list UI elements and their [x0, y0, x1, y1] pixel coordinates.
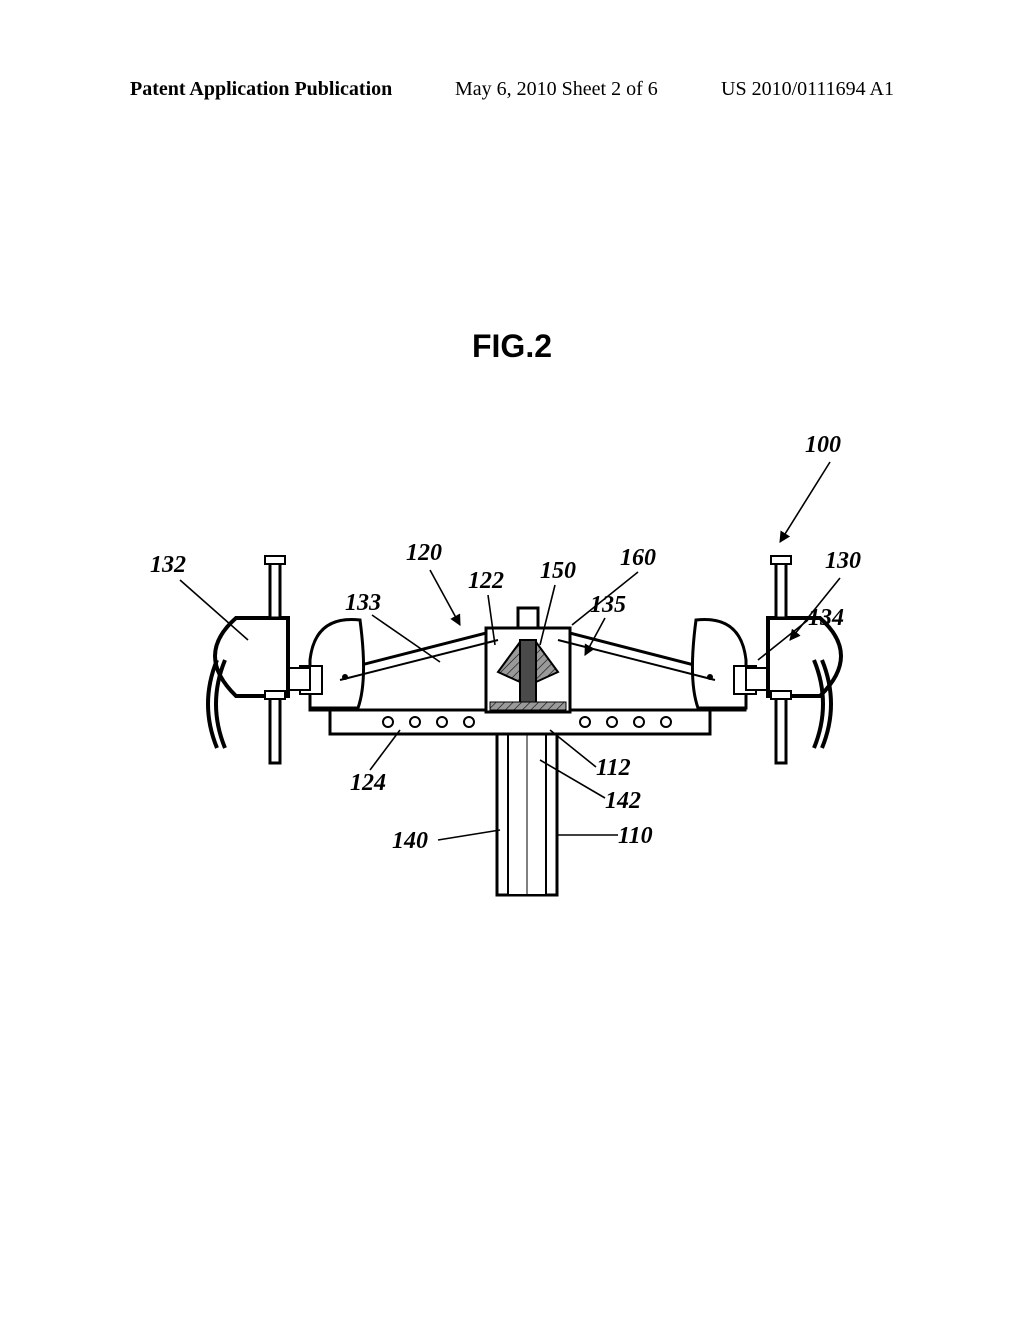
ref-label-124: 124	[350, 770, 386, 797]
ref-label-110: 110	[618, 823, 653, 850]
ref-label-142: 142	[605, 788, 641, 815]
ref-label-150: 150	[540, 558, 576, 585]
ref-label-120: 120	[406, 540, 442, 567]
ref-label-134: 134	[808, 605, 844, 632]
figure-area: 100 130 132 120 122 150 160 133 135 134 124 112 142 1…	[140, 430, 885, 900]
figure-title: FIG.2	[0, 328, 1024, 365]
ref-label-100: 100	[805, 432, 841, 459]
ref-label-133: 133	[345, 590, 381, 617]
ref-label-122: 122	[468, 568, 504, 595]
patent-drawing	[140, 430, 885, 900]
ref-label-112: 112	[596, 755, 631, 782]
ref-label-132: 132	[150, 552, 186, 579]
header-right: US 2010/0111694 A1	[721, 78, 894, 101]
ref-label-135: 135	[590, 592, 626, 619]
ref-label-140: 140	[392, 828, 428, 855]
ref-label-130: 130	[825, 548, 861, 575]
page-header: Patent Application Publication May 6, 20…	[0, 78, 1024, 108]
header-center: May 6, 2010 Sheet 2 of 6	[455, 78, 658, 101]
ref-label-160: 160	[620, 545, 656, 572]
header-left: Patent Application Publication	[130, 78, 392, 101]
